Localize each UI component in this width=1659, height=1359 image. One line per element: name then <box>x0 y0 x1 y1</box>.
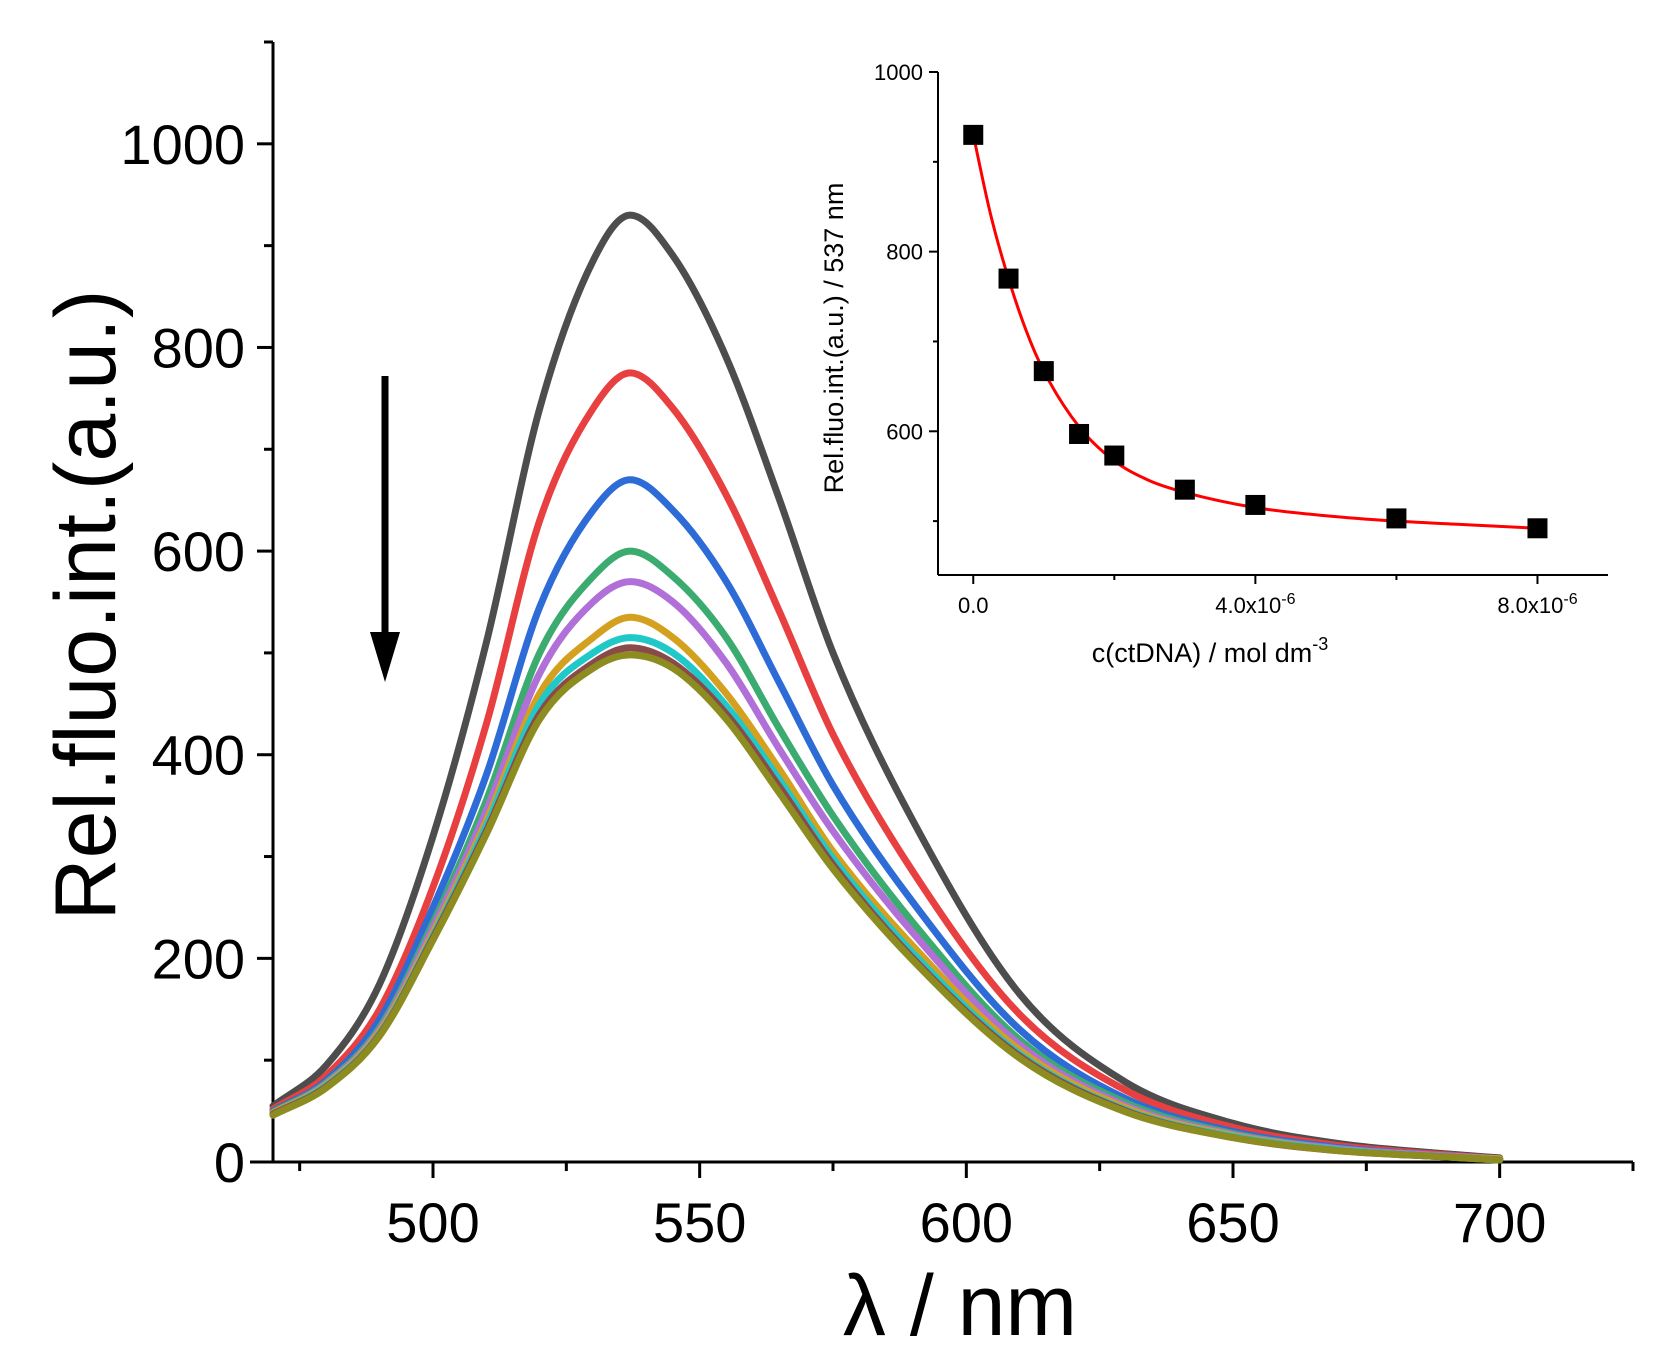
main-x-tick-label: 700 <box>1453 1191 1546 1254</box>
inset-x-axis-title: c(ctDNA) / mol dm-3 <box>1092 634 1329 668</box>
main-x-tick-label: 650 <box>1186 1191 1279 1254</box>
inset-data-point <box>1069 423 1090 444</box>
main-x-tick-label: 600 <box>920 1191 1013 1254</box>
spectrum-line-1 <box>269 211 1504 1162</box>
main-x-tick-label: 550 <box>653 1191 746 1254</box>
inset-x-tick-sup: -6 <box>1563 591 1577 608</box>
decrease-arrow <box>370 376 400 682</box>
inset-data-point <box>1033 361 1054 382</box>
inset-x-axis-title-main: c(ctDNA) / mol dm <box>1092 638 1313 668</box>
inset-x-tick-text: 8.0x10 <box>1497 593 1563 618</box>
inset-data-point <box>1104 445 1125 466</box>
main-y-axis-title: Rel.fluo.int.(a.u.) <box>38 290 134 921</box>
main-y-tick-label: 200 <box>152 927 245 990</box>
inset-x-tick-label: 4.0x10-6 <box>1215 591 1295 618</box>
inset-y-tick-label: 1000 <box>874 60 923 85</box>
inset-x-tick-label: 0.0 <box>958 593 989 618</box>
main-x-tick-label: 500 <box>386 1191 479 1254</box>
inset-y-tick-label: 800 <box>886 240 923 265</box>
inset-data-point <box>1174 479 1195 500</box>
inset-fit-curve <box>971 134 1538 530</box>
inset-x-tick-label: 8.0x10-6 <box>1497 591 1577 618</box>
inset-data-point <box>963 124 984 145</box>
inset-y-tick-label: 600 <box>886 419 923 444</box>
inset-x-tick-text: 0.0 <box>958 593 989 618</box>
inset-y-axis-title: Rel.fluo.int.(a.u.) / 537 nm <box>819 183 849 494</box>
inset-data-point <box>1386 508 1407 529</box>
inset-x-axis-title-sup: -3 <box>1312 634 1328 654</box>
inset-x-tick-sup: -6 <box>1281 591 1295 608</box>
main-y-tick-label: 0 <box>214 1131 245 1194</box>
main-y-tick-label: 400 <box>152 724 245 787</box>
main-y-tick-label: 1000 <box>120 113 245 176</box>
inset-x-tick-text: 4.0x10 <box>1215 593 1281 618</box>
inset-data-point <box>1527 518 1548 539</box>
spectrum-line-2 <box>269 369 1504 1163</box>
inset-data-point <box>998 268 1019 289</box>
inset-data-point <box>1245 494 1266 515</box>
main-x-axis-title: λ / nm <box>843 1258 1077 1354</box>
main-y-tick-label: 800 <box>152 316 245 379</box>
main-y-tick-label: 600 <box>152 520 245 583</box>
spectrum-line-9 <box>269 651 1504 1164</box>
